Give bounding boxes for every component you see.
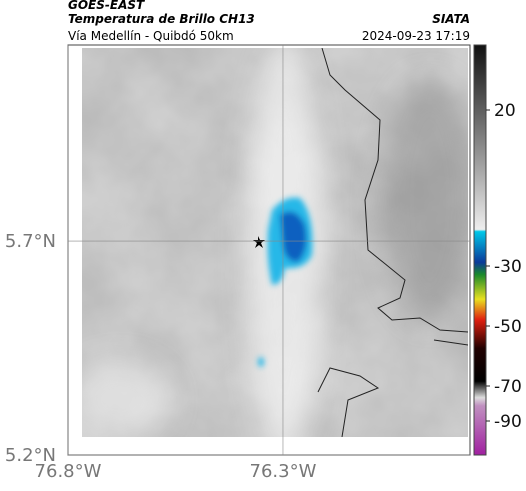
colorbar-label: -50 bbox=[494, 317, 522, 337]
y-tick-label: 5.7°N bbox=[5, 231, 56, 252]
colorbar-label: 20 bbox=[494, 101, 516, 121]
x-tick-label: 76.3°W bbox=[250, 461, 317, 482]
location-marker bbox=[253, 236, 265, 248]
colorbar-label: -70 bbox=[494, 377, 522, 397]
region: Vía Medellín - Quibdó 50km bbox=[68, 29, 234, 43]
colorbar-label: -30 bbox=[494, 257, 522, 277]
colorbar-label: -90 bbox=[494, 412, 522, 432]
title: GOES-EAST bbox=[68, 0, 145, 12]
timestamp: 2024-09-23 17:19 bbox=[362, 29, 470, 43]
satellite-image bbox=[82, 48, 468, 437]
y-tick-label: 5.2°N bbox=[5, 445, 56, 466]
subtitle: Temperatura de Brillo CH13 bbox=[68, 12, 255, 26]
x-tick-label: 76.8°W bbox=[35, 461, 102, 482]
source: SIATA bbox=[432, 12, 470, 26]
colorbar bbox=[473, 44, 487, 456]
